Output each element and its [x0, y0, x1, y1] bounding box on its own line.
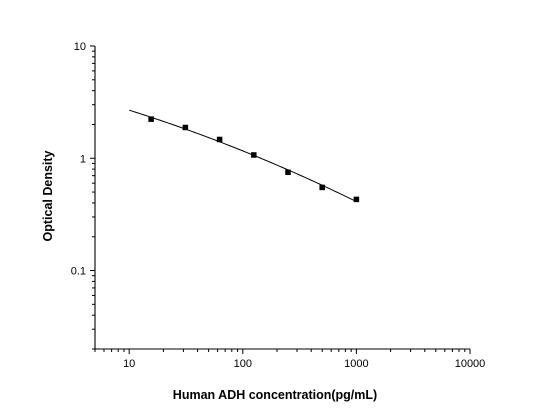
data-points — [148, 116, 360, 203]
data-point — [285, 169, 291, 176]
data-point — [148, 116, 154, 122]
data-point — [319, 184, 325, 191]
tick-labels: 10 100 1000 10000 0.1 1 10 — [71, 41, 486, 370]
y-axis-title: Optical Density — [41, 150, 55, 241]
data-point — [251, 152, 257, 158]
y-tick-label: 10 — [74, 41, 86, 53]
x-axis-title: Human ADH concentration(pg/mL) — [173, 388, 377, 402]
x-tick-label: 100 — [234, 358, 252, 370]
y-tick-label: 1 — [80, 153, 86, 165]
y-tick-label: 0.1 — [71, 266, 86, 278]
data-point — [182, 124, 189, 131]
x-tick-label: 10 — [123, 358, 135, 370]
x-tick-label: 10000 — [455, 358, 486, 370]
data-point — [353, 196, 360, 203]
fit-curve — [129, 109, 357, 203]
data-point — [216, 136, 223, 143]
x-tick-label: 1000 — [344, 358, 368, 370]
ticks — [90, 45, 471, 354]
axes — [94, 46, 470, 350]
